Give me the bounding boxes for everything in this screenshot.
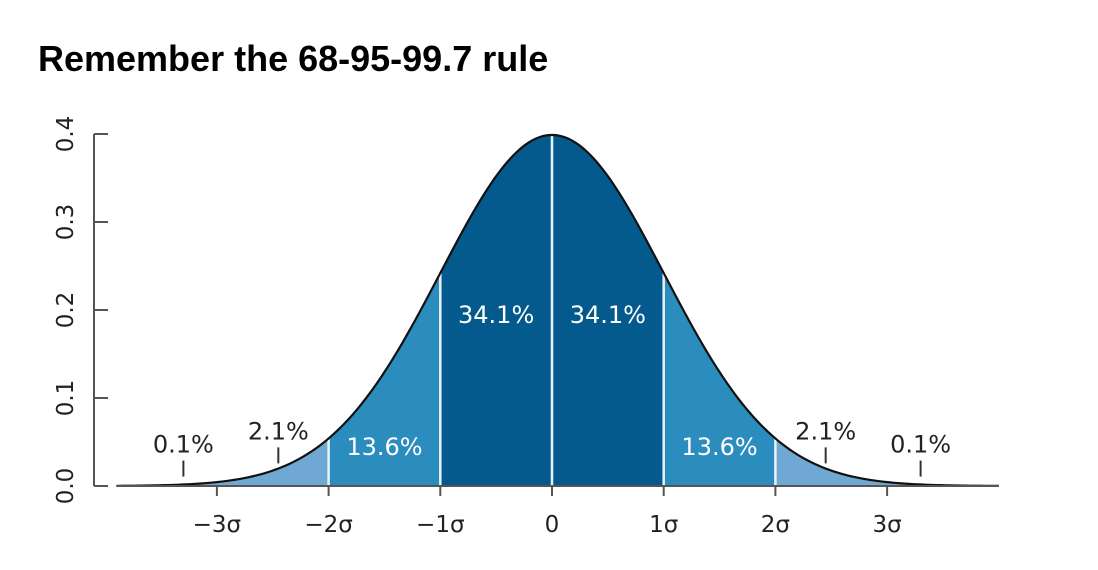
x-tick-label: −2σ (304, 512, 352, 538)
curve-layer (116, 133, 999, 487)
percent-label: 34.1% (458, 301, 534, 329)
percent-label: 0.1% (890, 431, 951, 459)
y-tick-label: 0.1 (53, 380, 79, 417)
y-tick-label: 0.2 (53, 292, 79, 329)
label-layer: 34.1% 34.1% 13.6% 13.6% 2.1% 2.1% 0.1% 0.1% (153, 301, 951, 477)
region-5 (775, 438, 999, 486)
x-tick-label: −3σ (193, 512, 241, 538)
percent-label: 0.1% (153, 431, 214, 459)
percent-label: 13.6% (346, 433, 422, 461)
chart-title: Remember the 68-95-99.7 rule (38, 38, 549, 79)
x-tick-label: 2σ (761, 512, 790, 538)
x-tick-label: 3σ (872, 512, 901, 538)
region-0 (116, 438, 329, 486)
boundary-layer (327, 134, 777, 486)
density-curve (116, 133, 999, 487)
y-tick-label: 0.3 (53, 204, 79, 241)
y-tick-label: 0.0 (53, 468, 79, 505)
x-tick-label: −1σ (416, 512, 464, 538)
percent-label: 2.1% (795, 417, 856, 445)
percent-label: 13.6% (681, 433, 757, 461)
axis-layer: −3σ −2σ −1σ 0 1σ 2σ 3σ 0.0 0.1 0.2 0.3 0.4 (53, 116, 999, 538)
percent-label: 34.1% (570, 301, 646, 329)
y-tick-label: 0.4 (53, 116, 79, 153)
x-tick-label: 0 (545, 512, 560, 538)
x-tick-label: 1σ (649, 512, 678, 538)
percent-label: 2.1% (248, 417, 309, 445)
